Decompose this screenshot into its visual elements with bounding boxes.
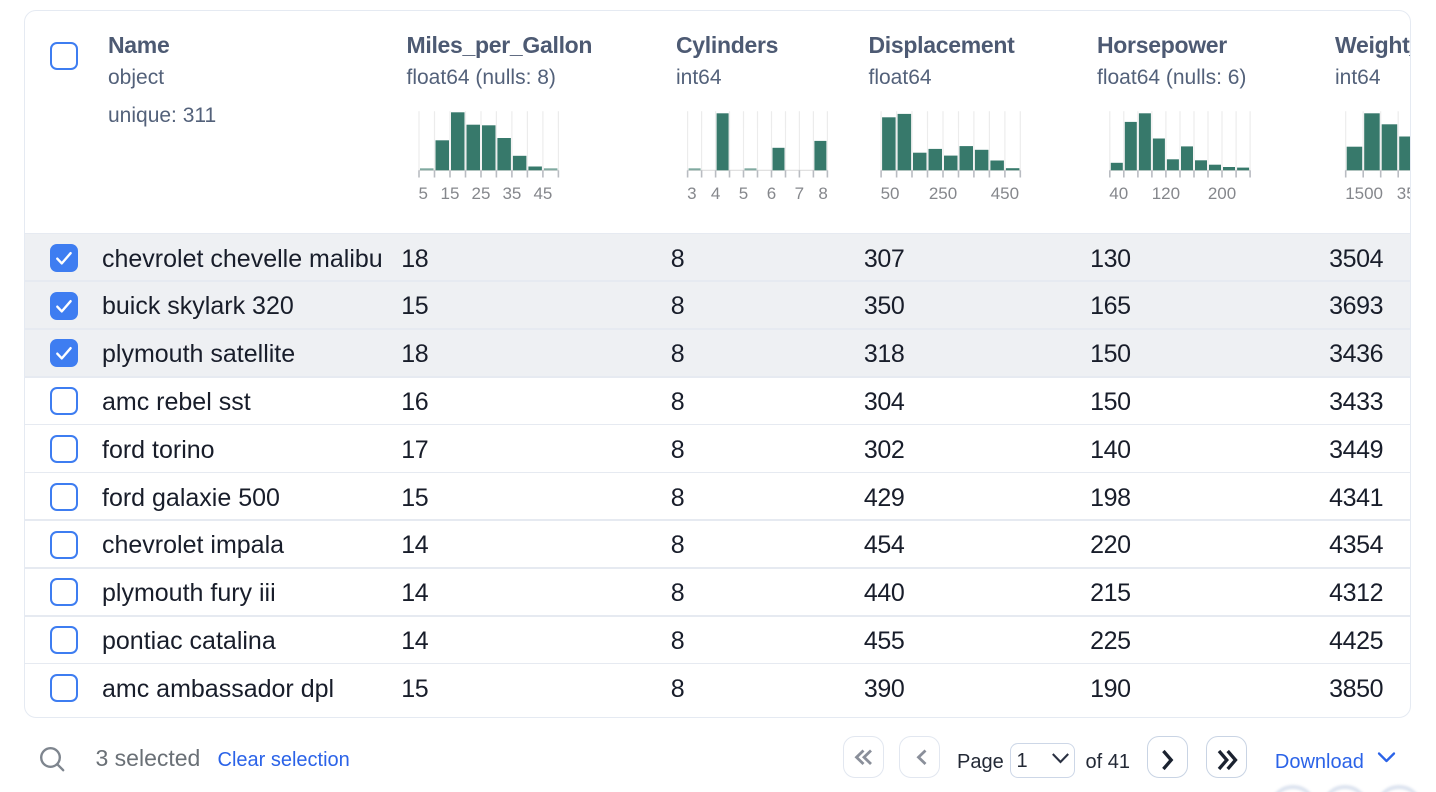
svg-text:120: 120 [1151,183,1179,202]
svg-text:3500: 3500 [1396,183,1411,202]
svg-text:50: 50 [880,183,899,202]
svg-text:5: 5 [738,183,747,202]
svg-text:25: 25 [471,183,490,202]
svg-text:3: 3 [687,183,696,202]
svg-text:200: 200 [1207,183,1235,202]
svg-text:7: 7 [794,183,803,202]
svg-text:35: 35 [502,183,521,202]
svg-text:6: 6 [766,183,775,202]
svg-text:250: 250 [928,183,956,202]
svg-text:450: 450 [990,183,1018,202]
svg-text:5: 5 [418,183,427,202]
svg-text:15: 15 [440,183,459,202]
svg-text:1500: 1500 [1345,183,1383,202]
svg-text:40: 40 [1109,183,1128,202]
svg-text:4: 4 [710,183,719,202]
svg-text:45: 45 [533,183,552,202]
svg-text:8: 8 [818,183,827,202]
